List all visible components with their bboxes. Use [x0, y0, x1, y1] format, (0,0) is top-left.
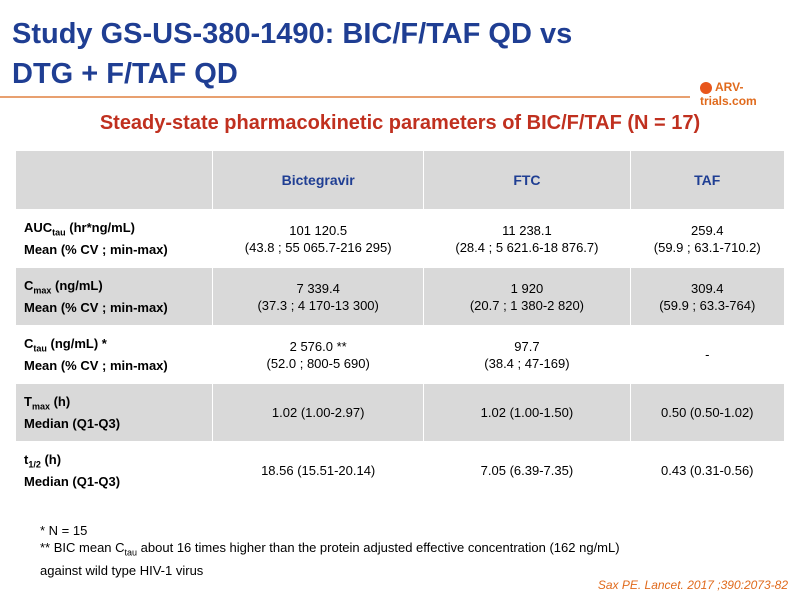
cell: 11 238.1 (28.4 ; 5 621.6-18 876.7)	[423, 209, 631, 268]
subscript: 1/2	[28, 459, 41, 470]
text: AUC	[24, 219, 53, 235]
cell-line: 1.02 (1.00-1.50)	[480, 405, 574, 420]
text: (ng/mL) *	[46, 335, 107, 351]
text: about 16 times higher than the protein a…	[137, 540, 620, 555]
footnotes: * N = 15 ** BIC mean Ctau about 16 times…	[40, 522, 620, 579]
cell: -	[629, 325, 786, 384]
logo: ARV-trials.com	[700, 80, 800, 108]
label-line: Tmax (h)	[24, 393, 212, 416]
cell-line: (59.9 ; 63.3-764)	[659, 297, 756, 313]
citation: Sax PE. Lancet. 2017 ;390:2073-82	[597, 578, 788, 592]
cell: 7.05 (6.39-7.35)	[423, 441, 631, 500]
cell: 1.02 (1.00-2.97)	[211, 383, 425, 442]
cell-line: (43.8 ; 55 065.7-216 295)	[244, 239, 392, 255]
subscript: max	[33, 285, 52, 296]
subscript: max	[31, 401, 50, 412]
row-label: AUCtau (hr*ng/mL) Mean (% CV ; min-max)	[15, 209, 213, 268]
cell-line: 0.50 (0.50-1.02)	[661, 405, 754, 420]
logo-text: ARV-trials.com	[700, 80, 757, 108]
column-header: Bictegravir	[211, 150, 425, 210]
cell: 1 920 (20.7 ; 1 380-2 820)	[423, 267, 631, 326]
table-body: AUCtau (hr*ng/mL) Mean (% CV ; min-max) 10…	[15, 209, 786, 500]
row: AUCtau (hr*ng/mL) Mean (% CV ; min-max) 10…	[15, 209, 786, 268]
header-row: Bictegravir FTC TAF	[15, 150, 786, 210]
text: C	[24, 335, 34, 351]
text: (ng/mL)	[51, 277, 103, 293]
text: (h)	[49, 393, 71, 409]
footnote: against wild type HIV-1 virus	[40, 562, 204, 578]
subscript: tau	[52, 227, 66, 238]
cell-line: 1.02 (1.00-2.97)	[271, 405, 365, 420]
row-label: Cmax (ng/mL) Mean (% CV ; min-max)	[15, 267, 213, 326]
subscript: tau	[33, 343, 47, 354]
cell-line: 7 339.4	[296, 280, 340, 296]
cell-line: (20.7 ; 1 380-2 820)	[469, 297, 585, 313]
text: C	[24, 277, 34, 293]
cell-line: 2 576.0 **	[289, 338, 347, 354]
cell: 18.56 (15.51-20.14)	[211, 441, 425, 500]
pk-table: Bictegravir FTC TAF AUCtau (hr*ng/mL) Mean (…	[15, 150, 786, 500]
cell: 2 576.0 ** (52.0 ; 800-5 690)	[211, 325, 425, 384]
column-header: TAF	[629, 150, 786, 210]
cell-line: 259.4	[690, 222, 724, 238]
cell-line: (38.4 ; 47-169)	[484, 355, 570, 371]
subscript: tau	[124, 547, 138, 558]
cell-line: 101 120.5	[289, 222, 348, 238]
title-line: DTG + F/TAF QD	[12, 58, 238, 90]
row-label: Ctau (ng/mL) * Mean (% CV ; min-max)	[15, 325, 213, 384]
label-line: Mean (% CV ; min-max)	[24, 242, 168, 258]
logo-icon	[700, 81, 712, 94]
cell-line: 18.56 (15.51-20.14)	[261, 463, 376, 478]
corner	[15, 150, 213, 210]
column-header: FTC	[423, 150, 631, 210]
cell: 7 339.4 (37.3 ; 4 170-13 300)	[211, 267, 425, 326]
footnote: * N = 15	[40, 523, 88, 538]
text: (hr*ng/mL)	[65, 219, 135, 235]
label-line: AUCtau (hr*ng/mL)	[24, 219, 212, 242]
label-line: Cmax (ng/mL)	[24, 277, 212, 300]
cell: 259.4 (59.9 ; 63.1-710.2)	[629, 209, 786, 268]
cell-line: 0.43 (0.31-0.56)	[661, 463, 754, 478]
cell-line: (28.4 ; 5 621.6-18 876.7)	[455, 239, 599, 255]
text: ** BIC mean C	[40, 540, 125, 555]
cell-line: (37.3 ; 4 170-13 300)	[257, 297, 379, 313]
text: (h)	[40, 451, 62, 467]
cell-line: 309.4	[690, 280, 724, 296]
subtitle: Steady-state pharmacokinetic parameters …	[99, 112, 701, 134]
label-line: Median (Q1-Q3)	[24, 416, 121, 432]
cell: 97.7 (38.4 ; 47-169)	[423, 325, 631, 384]
row: Tmax (h) Median (Q1-Q3) 1.02 (1.00-2.97) 1.…	[15, 383, 786, 442]
footnote: ** BIC mean Ctau about 16 times higher t…	[40, 539, 620, 562]
label-line: t1/2 (h)	[24, 451, 212, 474]
label-line: Ctau (ng/mL) *	[24, 335, 212, 358]
cell-line: 7.05 (6.39-7.35)	[480, 463, 574, 478]
label-line: Mean (% CV ; min-max)	[24, 358, 168, 374]
title-line: Study GS-US-380-1490: BIC/F/TAF QD vs	[12, 18, 573, 50]
cell-line: (59.9 ; 63.1-710.2)	[653, 239, 761, 255]
cell: 0.50 (0.50-1.02)	[629, 383, 786, 442]
text: T	[24, 393, 32, 409]
cell-line: 11 238.1	[502, 222, 552, 238]
cell-line: 97.7	[514, 338, 540, 354]
cell: 0.43 (0.31-0.56)	[629, 441, 786, 500]
row-label: t1/2 (h) Median (Q1-Q3)	[15, 441, 213, 500]
row: Ctau (ng/mL) * Mean (% CV ; min-max) 2 576…	[15, 325, 786, 384]
label-line: Median (Q1-Q3)	[24, 474, 121, 490]
cell: 101 120.5 (43.8 ; 55 065.7-216 295)	[211, 209, 425, 268]
cell: 1.02 (1.00-1.50)	[423, 383, 631, 442]
row: Cmax (ng/mL) Mean (% CV ; min-max) 7 339.4…	[15, 267, 786, 326]
row: t1/2 (h) Median (Q1-Q3) 18.56 (15.51-20.14…	[15, 441, 786, 500]
cell-line: (52.0 ; 800-5 690)	[266, 355, 370, 371]
label-line: Mean (% CV ; min-max)	[24, 300, 168, 316]
cell: 309.4 (59.9 ; 63.3-764)	[629, 267, 786, 326]
cell-line: 1 920	[510, 280, 544, 296]
title: Study GS-US-380-1490: BIC/F/TAF QD vs DT…	[12, 14, 572, 94]
rule	[0, 96, 690, 98]
text: t	[24, 451, 29, 467]
cell-line: -	[705, 347, 710, 362]
row-label: Tmax (h) Median (Q1-Q3)	[15, 383, 213, 442]
